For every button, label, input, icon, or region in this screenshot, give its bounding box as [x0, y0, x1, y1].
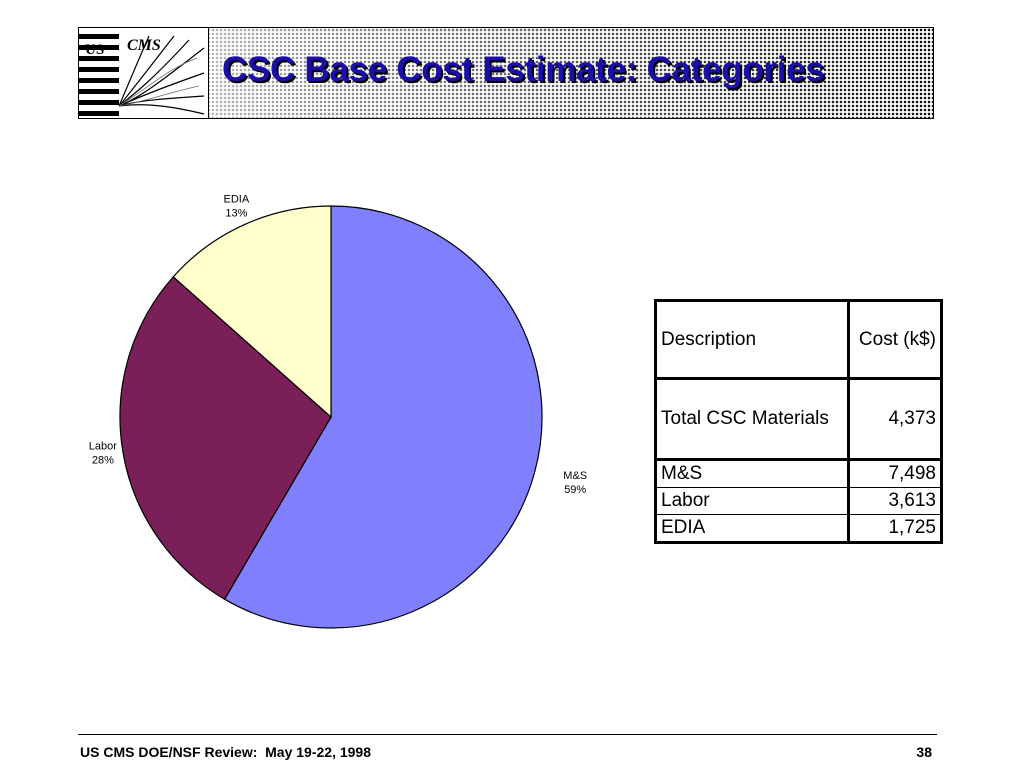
table-cell-description: M&S	[655, 459, 850, 488]
pie-slice-edia	[172, 205, 332, 419]
svg-text:CMS: CMS	[127, 37, 161, 54]
slide-title: CSC Base Cost Estimate: Categories	[222, 50, 825, 89]
table-cell-cost: 1,725	[848, 514, 942, 543]
table-cell-cost: 3,613	[848, 487, 942, 515]
table-row: Total CSC Materials 4,373	[655, 378, 942, 461]
pie-labels: M&S 59% Labor 28% EDIA 13%	[89, 193, 587, 496]
table-row: M&S 7,498	[655, 459, 942, 488]
table-cell-description: Total CSC Materials	[655, 378, 850, 461]
cms-logo-graphic: US CMS	[79, 28, 208, 118]
table-cell-description: EDIA	[655, 514, 850, 543]
pie-slices	[119, 205, 543, 629]
table-cell-description: Labor	[655, 487, 850, 515]
pie-label: M&S 59%	[563, 470, 587, 496]
table-cell-cost: 7,498	[848, 459, 942, 488]
header-banner: US CMS	[78, 27, 934, 119]
page-number: 38	[916, 744, 932, 760]
pie-slice-m-s	[223, 205, 543, 629]
header-description: Description	[655, 300, 850, 380]
table-row: Labor 3,613	[655, 487, 942, 515]
cms-logo: US CMS	[79, 28, 209, 118]
pie-label: Labor 28%	[89, 440, 117, 466]
banner-gradient	[79, 28, 933, 118]
table-cell-cost: 4,373	[848, 378, 942, 461]
pie-slice-labor	[119, 276, 332, 601]
footer-text: US CMS DOE/NSF Review: May 19-22, 1998	[80, 744, 371, 760]
table-row: EDIA 1,725	[655, 514, 942, 543]
svg-text:US: US	[85, 42, 104, 58]
header-cost: Cost (k$)	[848, 300, 942, 380]
table-header-row: Description Cost (k$)	[655, 300, 942, 380]
footer-divider	[78, 734, 937, 735]
pie-label: EDIA 13%	[224, 193, 250, 219]
cost-table: Description Cost (k$) Total CSC Material…	[654, 299, 943, 544]
